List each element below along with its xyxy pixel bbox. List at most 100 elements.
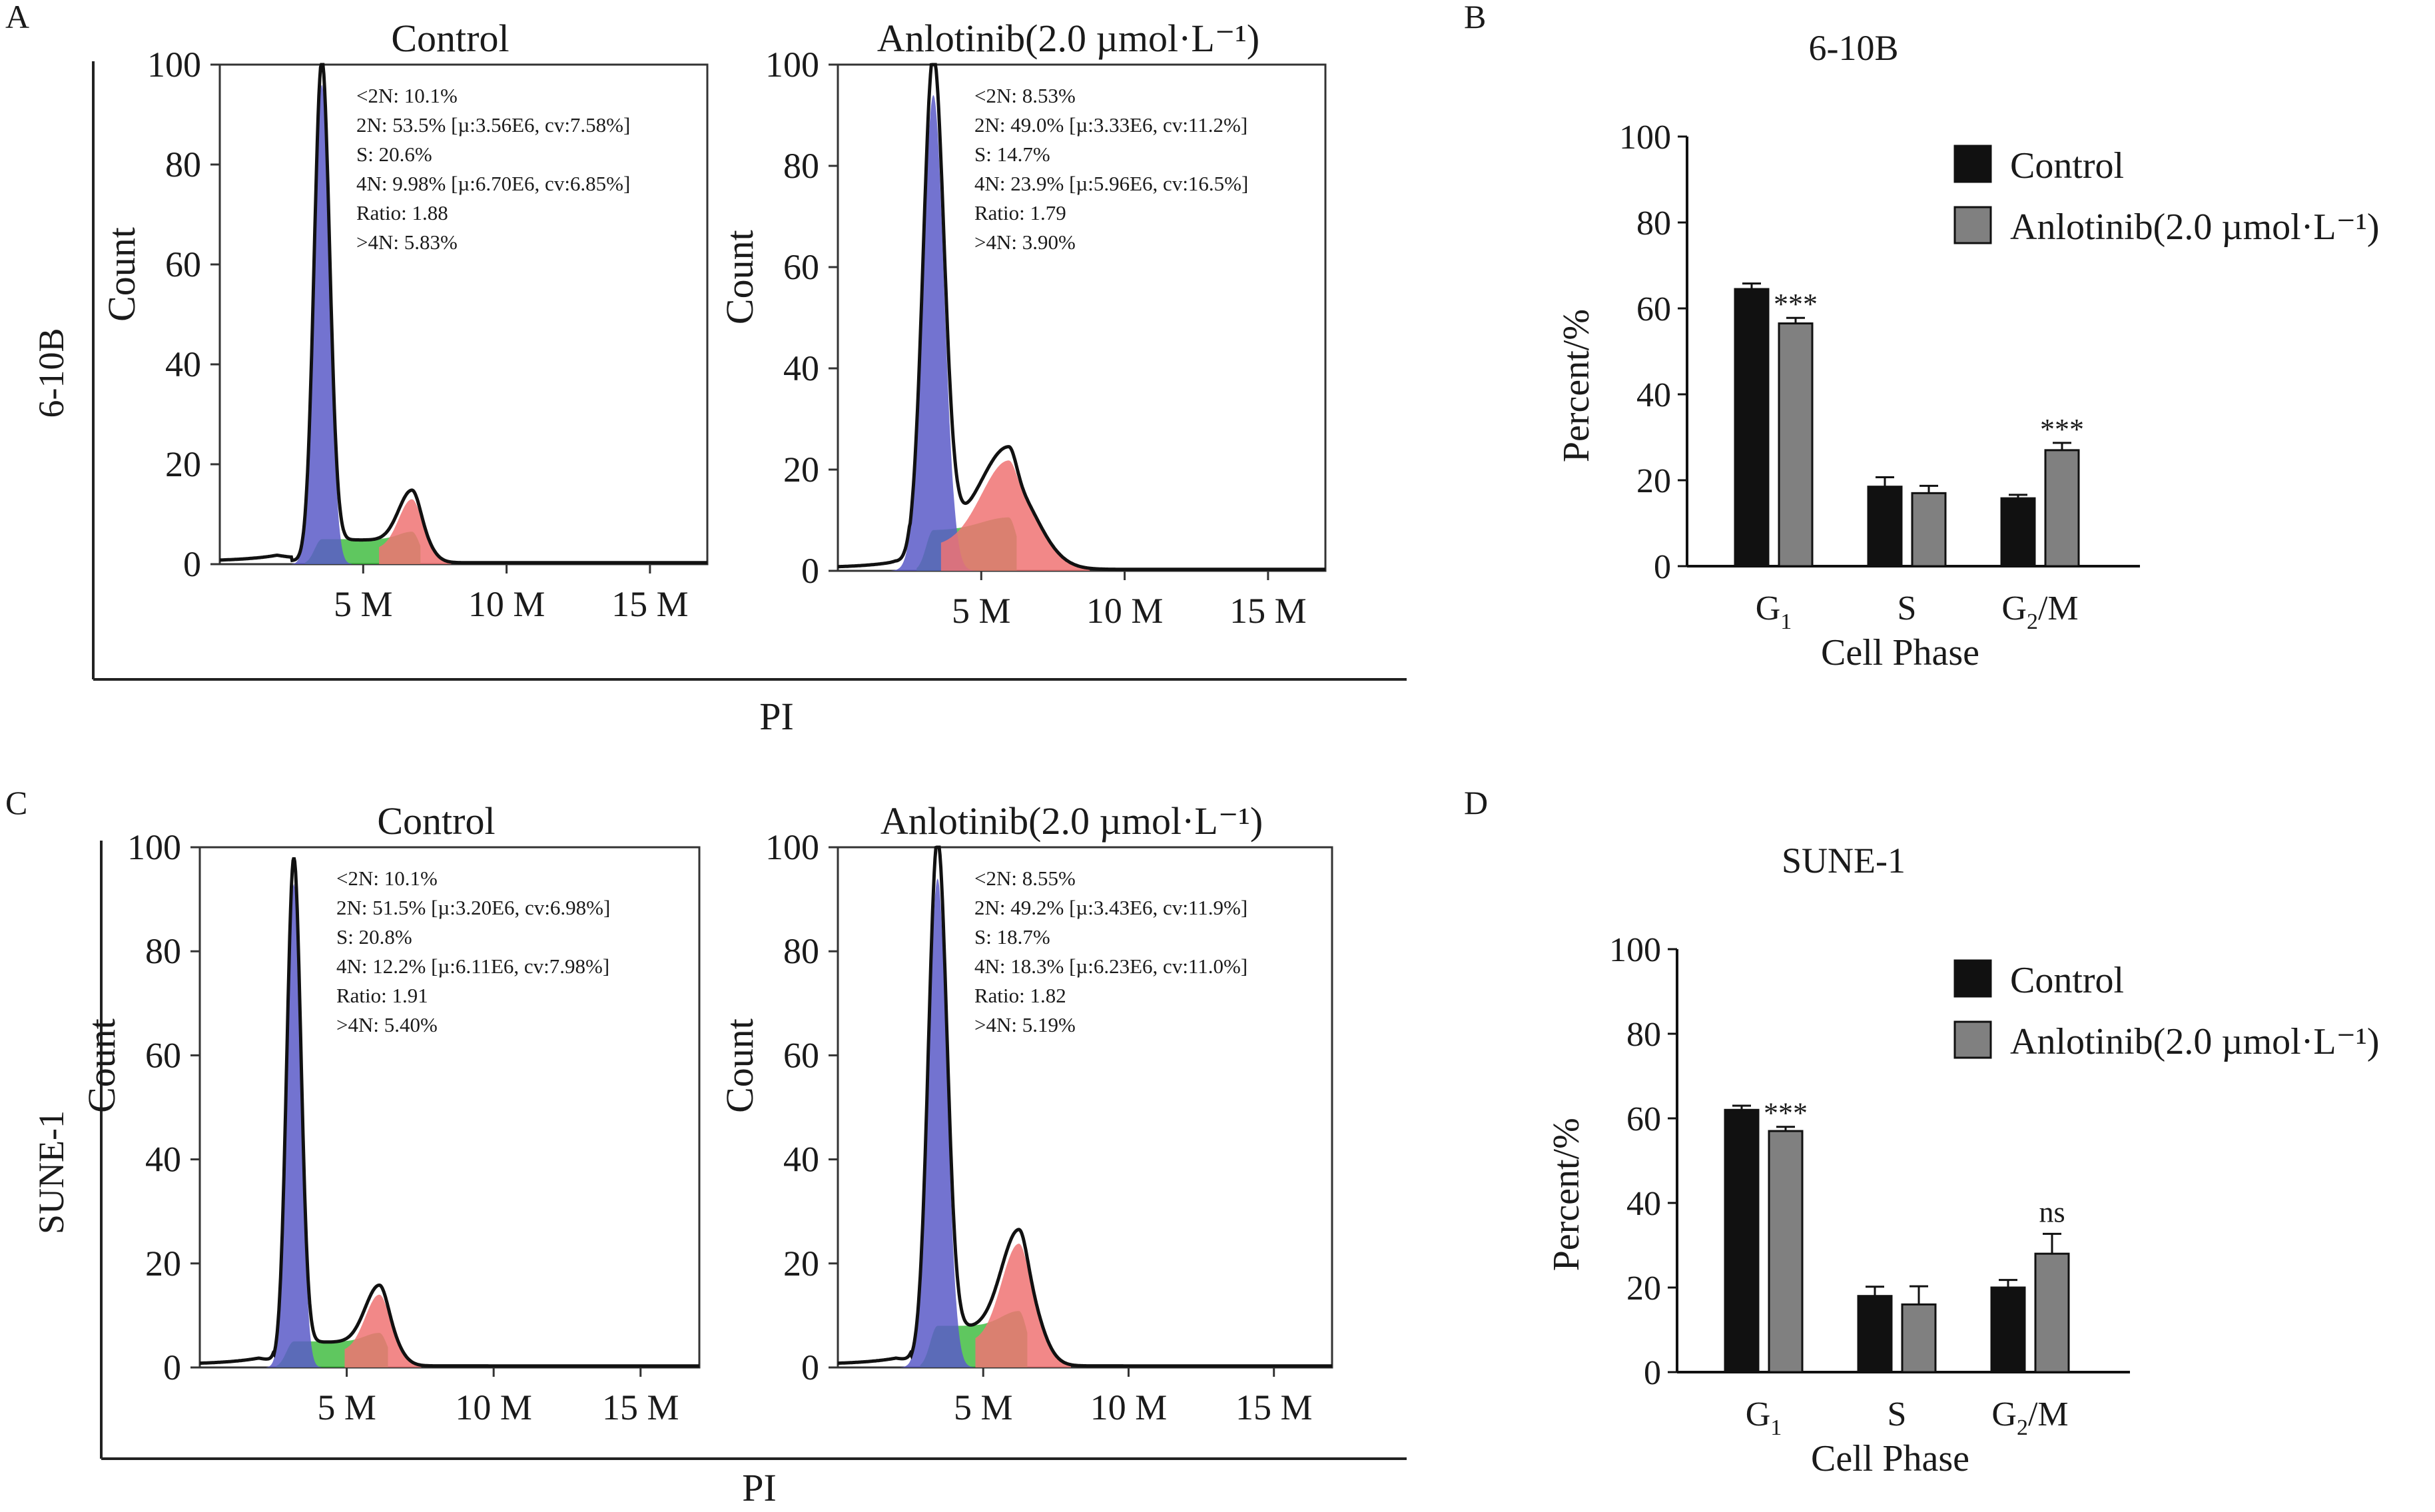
stat-line: Ratio: 1.82 — [974, 984, 1066, 1007]
stat-line: >4N: 3.90% — [974, 230, 1076, 254]
stat-line: <2N: 8.53% — [974, 84, 1076, 107]
bar-control — [1857, 1295, 1893, 1373]
histogram-envelope-line — [838, 845, 1332, 1368]
x-tick-label: S — [1888, 1395, 1907, 1433]
x-tick-label: G1 — [1756, 589, 1792, 634]
legend-swatch — [1953, 145, 1992, 183]
y-tick-label: 0 — [163, 1347, 181, 1387]
g2-peak-area — [975, 1244, 1071, 1367]
x-tick-label: 15 M — [1229, 591, 1307, 631]
y-tick-label: 20 — [1636, 462, 1671, 500]
y-tick-label: 20 — [145, 1244, 181, 1284]
x-tick-label: G2/M — [2001, 589, 2078, 634]
stat-line: S: 14.7% — [974, 143, 1050, 166]
y-tick-label: 100 — [147, 45, 201, 85]
y-tick-label: 20 — [783, 1244, 819, 1284]
histogram-6-10b-control: 0 20 40 60 80 100 5 M 10 M 15 M Control Count <2N: … — [100, 17, 709, 624]
panel-letter-c: C — [5, 784, 27, 821]
bar-control — [1990, 1286, 2026, 1373]
stat-line: >4N: 5.19% — [974, 1013, 1076, 1036]
x-tick-label: 15 M — [1235, 1387, 1313, 1427]
legend-swatch — [1953, 1020, 1992, 1059]
histogram-row-frame-top — [92, 61, 1407, 681]
bar-anlotinib — [2034, 1252, 2070, 1373]
stat-line: S: 20.6% — [356, 143, 432, 166]
pi-axis-label-top: PI — [759, 695, 794, 738]
stat-line: Ratio: 1.91 — [336, 984, 428, 1007]
y-tick-label: 40 — [1636, 376, 1671, 414]
panel-letter-a: A — [5, 0, 29, 35]
row-label-sune-1: SUNE-1 — [31, 1110, 71, 1234]
y-axis-label: Count — [718, 230, 761, 324]
bar-anlotinib — [1911, 492, 1947, 567]
y-tick-label: 20 — [1626, 1270, 1661, 1308]
y-tick-label: 60 — [165, 244, 201, 284]
y-tick-label: 80 — [145, 931, 181, 971]
stat-line: S: 20.8% — [336, 925, 412, 948]
y-tick-label: 100 — [127, 827, 181, 867]
y-tick-label: 0 — [801, 551, 819, 591]
y-tick-label: 40 — [165, 344, 201, 384]
y-tick-label: 80 — [165, 145, 201, 185]
y-tick-label: 60 — [783, 247, 819, 287]
y-axis-label: Count — [718, 1018, 761, 1113]
histogram-envelope-line — [220, 63, 707, 565]
chart-title: Anlotinib(2.0 µmol·L⁻¹) — [877, 17, 1259, 60]
stat-line: Ratio: 1.79 — [974, 201, 1066, 224]
y-tick-label: 0 — [1654, 548, 1671, 586]
y-tick-label: 0 — [801, 1347, 819, 1387]
x-tick-label: 5 M — [317, 1387, 376, 1427]
y-tick-label: 100 — [765, 45, 819, 85]
chart-title: SUNE-1 — [1782, 841, 1906, 881]
pi-axis-label-bottom: PI — [742, 1466, 777, 1509]
y-tick-label: 100 — [765, 827, 819, 867]
x-tick-label: 15 M — [602, 1387, 679, 1427]
panel-letter-d: D — [1464, 784, 1488, 821]
bar-anlotinib — [1768, 1130, 1804, 1373]
x-axis-label: Cell Phase — [1821, 632, 1979, 673]
chart-title: Anlotinib(2.0 µmol·L⁻¹) — [880, 799, 1263, 843]
stat-line: 2N: 49.0% [µ:3.33E6, cv:11.2%] — [974, 113, 1247, 137]
chart-title: Control — [377, 799, 495, 843]
g1-peak-area — [891, 95, 976, 571]
y-tick-label: 40 — [783, 1140, 819, 1180]
y-tick-label: 60 — [1636, 290, 1671, 328]
x-tick-label: 10 M — [455, 1387, 532, 1427]
g1-peak-area — [266, 883, 322, 1367]
bar-anlotinib — [1901, 1303, 1937, 1373]
chart-title: 6-10B — [1809, 28, 1899, 68]
g1-peak-area — [900, 878, 975, 1367]
stat-line: 2N: 49.2% [µ:3.43E6, cv:11.9%] — [974, 896, 1247, 919]
y-tick-label: 40 — [145, 1140, 181, 1180]
g2-peak-area — [940, 460, 1090, 571]
x-tick-label: 10 M — [1090, 1387, 1168, 1427]
y-axis-label: Count — [80, 1018, 123, 1113]
bar-chart-6-10b: 0 20 40 60 80 100 *** G1 S *** G2/M 6-10B Cell Phase… — [1556, 28, 2380, 673]
x-tick-label: 15 M — [611, 584, 689, 624]
plot-frame — [837, 63, 1327, 572]
y-tick-label: 60 — [1626, 1100, 1661, 1138]
y-tick-label: 20 — [165, 444, 201, 484]
stat-line: 4N: 23.9% [µ:5.96E6, cv:16.5%] — [974, 172, 1248, 195]
x-tick-label: 5 M — [334, 584, 393, 624]
histogram-envelope-line — [200, 857, 699, 1368]
bar-anlotinib — [2044, 449, 2080, 567]
x-axis-label: Cell Phase — [1811, 1438, 1969, 1479]
x-tick-label: G2/M — [1991, 1395, 2068, 1440]
significance-label: *** — [1774, 288, 1818, 320]
histogram-6-10b-anlotinib: 0 20 40 60 80 100 5 M 10 M 15 M Anlotinib(2.0 µmo… — [718, 17, 1327, 631]
stat-line: >4N: 5.83% — [356, 230, 458, 254]
legend-swatch — [1953, 206, 1992, 244]
stat-line: 2N: 51.5% [µ:3.20E6, cv:6.98%] — [336, 896, 610, 919]
bar-anlotinib — [1778, 322, 1814, 567]
g2-peak-area — [344, 1294, 422, 1367]
x-tick-label: 5 M — [952, 591, 1011, 631]
y-tick-label: 40 — [1626, 1185, 1661, 1223]
bar-control — [1724, 1108, 1760, 1373]
x-tick-label: 10 M — [1086, 591, 1164, 631]
legend-label: Anlotinib(2.0 µmol·L⁻¹) — [2010, 1021, 2380, 1062]
y-axis-label: Percent/% — [1546, 1118, 1587, 1271]
stat-line: 4N: 9.98% [µ:6.70E6, cv:6.85%] — [356, 172, 630, 195]
plot-frame — [218, 63, 709, 566]
